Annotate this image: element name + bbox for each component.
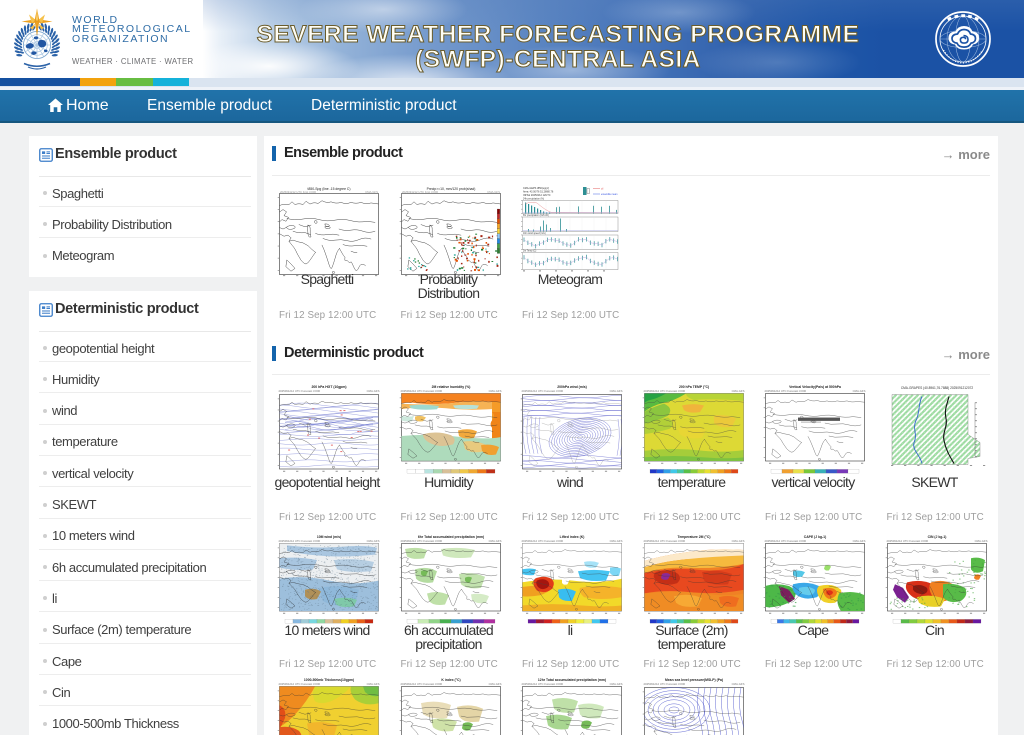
svg-text:2025091212 UTC Forecast t=000: 2025091212 UTC Forecast t=000 (765, 539, 807, 543)
svg-text:2025091212 UTC Forecast t=000: 2025091212 UTC Forecast t=000 (522, 682, 564, 686)
svg-text:ensemble mean: ensemble mean (601, 194, 618, 196)
svg-text:Temperature 2M (°C): Temperature 2M (°C) (677, 535, 710, 539)
svg-text:2025091212 UTC Forecast t=000: 2025091212 UTC Forecast t=000 (522, 539, 564, 543)
svg-text:CAPE (J kg-1): CAPE (J kg-1) (804, 535, 826, 539)
svg-text:CMA-GFS: CMA-GFS (367, 682, 380, 686)
svg-text:6hr precipitation (%/h-6h): 6hr precipitation (%/h-6h) (523, 214, 549, 217)
svg-text:CMA-GFS: CMA-GFS (731, 389, 744, 393)
svg-text:200 hPa HGT (10gpm): 200 hPa HGT (10gpm) (311, 385, 346, 389)
svg-text:2025091212 UTC Forecast t=000: 2025091212 UTC Forecast t=000 (643, 539, 685, 543)
svg-text:CMA-GEPS t850(ug/yr): CMA-GEPS t850(ug/yr) (523, 187, 549, 190)
svg-text:CMA-GFS: CMA-GFS (367, 539, 380, 543)
svg-text:24h precipitation (%): 24h precipitation (%) (523, 198, 544, 201)
svg-text:t850-Spg (line -15 degree C): t850-Spg (line -15 degree C) (308, 187, 351, 191)
svg-text:INITial 2025/9/12 12UTC: INITial 2025/9/12 12UTC (523, 194, 551, 197)
svg-text:2025091212 UTC Forecast t=000: 2025091212 UTC Forecast t=000 (279, 389, 321, 393)
svg-text:Lifted index (K): Lifted index (K) (560, 535, 585, 539)
svg-text:K index (°C): K index (°C) (441, 678, 460, 682)
svg-text:2025091212 UTC Forecast t=000: 2025091212 UTC Forecast t=000 (643, 682, 685, 686)
svg-text:CMA-GFS: CMA-GFS (610, 389, 623, 393)
svg-text:2025091212 UTC Forecast t=000: 2025091212 UTC Forecast t=000 (643, 389, 685, 393)
svg-text:Mean sea level pressure(MSLP): Mean sea level pressure(MSLP) (Pa) (664, 678, 722, 682)
svg-text:CMA-GFS: CMA-GFS (365, 190, 378, 194)
svg-text:ctl: ctl (601, 188, 604, 191)
svg-text:1000-500mb Thickness(10gpm): 1000-500mb Thickness(10gpm) (304, 678, 354, 682)
svg-text:12hr Total accumulated precipi: 12hr Total accumulated precipitation (mm… (538, 678, 606, 682)
svg-text:2025091212 UTC Forecast t=000: 2025091212 UTC Forecast t=000 (400, 539, 442, 543)
svg-text:2025091212 UTC Forecast t=000: 2025091212 UTC Forecast t=000 (886, 539, 928, 543)
svg-text:200hPa wind (m/s): 200hPa wind (m/s) (557, 385, 587, 389)
svg-text:CMA-GFS: CMA-GFS (488, 682, 501, 686)
svg-text:2025091212 UTC Forecast t=000: 2025091212 UTC Forecast t=000 (522, 389, 564, 393)
svg-text:CMA-GFS: CMA-GFS (367, 389, 380, 393)
svg-text:2025091212 UTC Forecast t=000: 2025091212 UTC Forecast t=000 (279, 539, 321, 543)
svg-text:CMA-GFS: CMA-GFS (487, 190, 500, 194)
svg-text:CMA-GFS: CMA-GFS (610, 539, 623, 543)
svg-text:2025091212 UTC Fcst t=000: 2025091212 UTC Fcst t=000 (280, 190, 316, 194)
svg-text:CMA-GFS: CMA-GFS (853, 539, 866, 543)
svg-text:Precip>=10, mm/120 prob(shad): Precip>=10, mm/120 prob(shad) (426, 187, 475, 191)
svg-text:CMA-GRAPES (40.8961,76.7888): CMA-GRAPES (40.8961,76.7888) 20250912120… (900, 386, 973, 390)
svg-text:CMA-GFS: CMA-GFS (974, 539, 987, 543)
svg-text:2025091212 UTC Forecast t=000: 2025091212 UTC Forecast t=000 (765, 389, 807, 393)
svg-text:200 hPa TEMP (°C): 200 hPa TEMP (°C) (678, 385, 708, 389)
svg-text:2M relative humidity (%): 2M relative humidity (%) (431, 385, 470, 389)
svg-text:10M wind (m/s): 10M wind (m/s) (317, 535, 341, 539)
svg-text:2025091212 UTC Forecast t=000: 2025091212 UTC Forecast t=000 (400, 682, 442, 686)
svg-text:CMA-GFS: CMA-GFS (488, 389, 501, 393)
svg-text:2025091212 UTC Forecast t=000: 2025091212 UTC Forecast t=000 (279, 682, 321, 686)
svg-text:6hr Total accumulated precipit: 6hr Total accumulated precipitation (mm) (417, 535, 483, 539)
svg-text:CMA-GFS: CMA-GFS (731, 682, 744, 686)
svg-text:Vertical Velocity(Pa/s) at 500: Vertical Velocity(Pa/s) at 500hPa (789, 385, 841, 389)
svg-text:CMA-GFS: CMA-GFS (853, 389, 866, 393)
svg-text:CIN (J kg-1): CIN (J kg-1) (927, 535, 946, 539)
svg-text:10m wind speed (m/s): 10m wind speed (m/s) (523, 233, 546, 235)
svg-text:2m Temp (C): 2m Temp (C) (523, 251, 536, 253)
svg-text:Area: 43.00/76 51.28/80.76: Area: 43.00/76 51.28/80.76 (523, 190, 554, 193)
svg-text:CMA-GFS: CMA-GFS (731, 539, 744, 543)
svg-text:CMA-GFS: CMA-GFS (610, 682, 623, 686)
svg-text:CMA-GFS: CMA-GFS (488, 539, 501, 543)
svg-text:2025091212 UTC Fcst t=000: 2025091212 UTC Fcst t=000 (402, 190, 438, 194)
svg-text:2025091212 UTC Forecast t=000: 2025091212 UTC Forecast t=000 (400, 389, 442, 393)
